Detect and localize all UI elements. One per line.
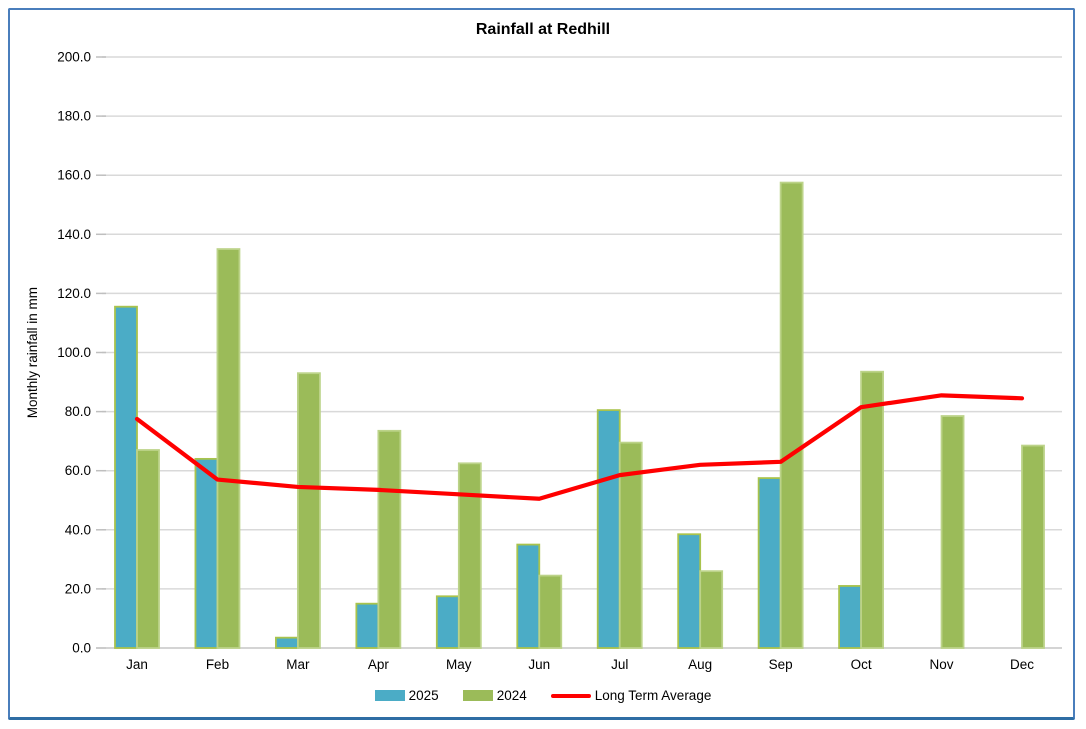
- y-tick-label: 200.0: [57, 50, 91, 65]
- bar-2025-Aug: [677, 533, 702, 649]
- bar-2024-Jan: [136, 449, 160, 649]
- bar-2025-May: [435, 595, 460, 649]
- bar-2025-Mar: [275, 636, 299, 649]
- bar-2024-Nov: [940, 415, 965, 649]
- x-tick-label: Jul: [611, 657, 628, 672]
- y-tick-label: 180.0: [57, 109, 91, 124]
- bar-2024-Aug: [699, 570, 724, 649]
- legend-swatch-2024: [462, 690, 493, 701]
- chart-title: Rainfall at Redhill: [475, 21, 611, 38]
- bar-2024-Mar: [297, 372, 321, 649]
- y-tick-label: 140.0: [57, 227, 91, 242]
- legend-swatch-2025: [374, 690, 405, 701]
- bar-2024-Dec: [1021, 444, 1045, 649]
- line-long-term-average: [134, 393, 1025, 501]
- x-tick-label: Jun: [528, 657, 550, 672]
- y-tick-label: 40.0: [65, 522, 91, 537]
- x-tick-label: Feb: [206, 657, 229, 672]
- x-tick-label: Mar: [286, 657, 310, 672]
- x-tick-label: Jan: [126, 657, 148, 672]
- x-tick-label: Dec: [1010, 657, 1034, 672]
- bar-2025-Feb: [194, 457, 219, 649]
- y-tick-label: 80.0: [65, 404, 91, 419]
- bar-2025-Jun: [516, 543, 541, 649]
- y-tick-label: 60.0: [65, 463, 91, 478]
- bar-2024-Sep: [779, 181, 804, 649]
- chart-legend: 2025 2024 Long Term Average: [0, 688, 1086, 703]
- y-tick-label: 100.0: [57, 345, 91, 360]
- bar-2024-Jul: [618, 441, 643, 649]
- x-tick-label: Sep: [769, 657, 793, 672]
- x-tick-label: Apr: [368, 657, 390, 672]
- x-tick-label: Aug: [688, 657, 712, 672]
- legend-swatch-long-term-average: [550, 693, 591, 698]
- y-tick-label: 20.0: [65, 581, 91, 596]
- x-tick-label: Nov: [930, 657, 954, 672]
- y-tick-label: 120.0: [57, 286, 91, 301]
- x-tick-label: May: [446, 657, 472, 672]
- legend-label-2025: 2025: [408, 688, 439, 703]
- bar-2025-Oct: [838, 585, 862, 649]
- x-tick-label: Oct: [851, 657, 872, 672]
- bar-2024-Feb: [216, 248, 241, 649]
- legend-label-long-term-average: Long Term Average: [594, 688, 712, 703]
- bar-2025-Jan: [114, 305, 138, 649]
- bar-2024-Jun: [538, 574, 563, 649]
- bar-2025-Sep: [757, 477, 782, 649]
- bar-2024-Oct: [860, 370, 884, 649]
- bar-2024-May: [457, 462, 482, 649]
- y-tick-label: 160.0: [57, 168, 91, 183]
- legend-label-2024: 2024: [496, 688, 527, 703]
- legend-item-2025: 2025: [374, 688, 439, 703]
- legend-item-2024: 2024: [462, 688, 527, 703]
- bar-2025-Jul: [596, 409, 621, 649]
- legend-item-long-term-average: Long Term Average: [550, 688, 712, 703]
- y-tick-label: 0.0: [72, 641, 91, 656]
- bar-2024-Apr: [377, 429, 402, 649]
- bar-2025-Apr: [355, 602, 380, 649]
